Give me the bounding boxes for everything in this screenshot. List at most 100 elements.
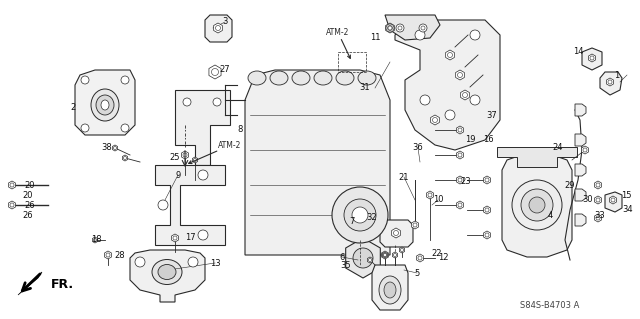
Polygon shape — [18, 272, 42, 295]
Polygon shape — [395, 20, 500, 150]
Ellipse shape — [101, 100, 109, 110]
Circle shape — [485, 208, 489, 212]
Circle shape — [332, 187, 388, 243]
Circle shape — [415, 30, 425, 40]
Text: 21: 21 — [399, 173, 409, 182]
Polygon shape — [595, 196, 602, 204]
Text: 19: 19 — [465, 136, 476, 145]
Circle shape — [383, 254, 387, 256]
Polygon shape — [589, 54, 595, 62]
Text: 6: 6 — [339, 253, 345, 262]
Text: 4: 4 — [547, 211, 552, 219]
Ellipse shape — [270, 71, 288, 85]
Polygon shape — [392, 252, 397, 258]
Circle shape — [470, 30, 480, 40]
Polygon shape — [130, 250, 205, 302]
Polygon shape — [175, 90, 230, 165]
Circle shape — [396, 24, 404, 32]
Circle shape — [386, 24, 394, 32]
Circle shape — [485, 233, 489, 237]
Polygon shape — [380, 220, 413, 247]
Polygon shape — [575, 214, 586, 226]
Text: 20: 20 — [23, 191, 33, 201]
Circle shape — [590, 56, 594, 60]
Polygon shape — [609, 196, 616, 204]
Circle shape — [433, 117, 438, 122]
Circle shape — [463, 93, 467, 98]
Text: 37: 37 — [486, 110, 497, 120]
Ellipse shape — [512, 180, 562, 230]
Circle shape — [124, 157, 127, 160]
Polygon shape — [575, 134, 586, 146]
Text: 10: 10 — [433, 196, 444, 204]
Circle shape — [81, 76, 89, 84]
Ellipse shape — [248, 71, 266, 85]
Text: 7: 7 — [349, 218, 355, 226]
Circle shape — [583, 148, 587, 152]
Circle shape — [596, 183, 600, 187]
Text: 14: 14 — [573, 48, 583, 56]
Polygon shape — [104, 251, 111, 259]
Circle shape — [93, 239, 97, 241]
Circle shape — [608, 80, 612, 84]
Text: 26: 26 — [22, 211, 33, 220]
Circle shape — [10, 203, 14, 207]
Circle shape — [398, 26, 402, 30]
Circle shape — [188, 257, 198, 267]
Polygon shape — [595, 214, 602, 222]
Text: 32: 32 — [367, 213, 378, 222]
Text: 16: 16 — [483, 136, 493, 145]
Circle shape — [458, 153, 462, 157]
Circle shape — [81, 124, 89, 132]
Text: 15: 15 — [621, 190, 631, 199]
Circle shape — [213, 98, 221, 106]
Polygon shape — [182, 151, 188, 159]
Polygon shape — [484, 176, 490, 184]
Text: 1: 1 — [614, 70, 620, 79]
Circle shape — [135, 257, 145, 267]
Text: 38: 38 — [102, 144, 113, 152]
Circle shape — [421, 26, 425, 30]
Polygon shape — [445, 50, 454, 60]
Circle shape — [420, 95, 430, 105]
Polygon shape — [8, 201, 15, 209]
Polygon shape — [214, 23, 222, 33]
Ellipse shape — [379, 276, 401, 304]
Circle shape — [193, 159, 196, 161]
Circle shape — [198, 230, 208, 240]
Polygon shape — [502, 153, 572, 257]
Text: 31: 31 — [360, 84, 371, 93]
Circle shape — [458, 72, 463, 78]
Text: 36: 36 — [413, 144, 424, 152]
Polygon shape — [595, 181, 602, 189]
Circle shape — [216, 26, 221, 31]
Polygon shape — [92, 237, 97, 243]
Polygon shape — [385, 15, 440, 40]
Circle shape — [611, 198, 615, 202]
Polygon shape — [456, 176, 463, 184]
Circle shape — [596, 198, 600, 202]
Polygon shape — [456, 70, 465, 80]
Circle shape — [485, 178, 489, 182]
Circle shape — [470, 95, 480, 105]
Polygon shape — [386, 23, 394, 33]
Text: 20: 20 — [25, 181, 35, 189]
Polygon shape — [582, 48, 602, 70]
Text: 5: 5 — [414, 269, 420, 278]
Text: 25: 25 — [170, 153, 180, 162]
Circle shape — [369, 258, 371, 262]
Polygon shape — [383, 252, 388, 258]
Polygon shape — [372, 265, 408, 310]
Polygon shape — [605, 192, 622, 212]
Text: 22: 22 — [432, 249, 442, 257]
Text: 8: 8 — [237, 125, 243, 135]
Circle shape — [106, 253, 110, 257]
Polygon shape — [381, 251, 388, 259]
Ellipse shape — [384, 282, 396, 298]
Polygon shape — [484, 231, 490, 239]
Circle shape — [10, 183, 14, 187]
Text: S84S-B4703 A: S84S-B4703 A — [520, 300, 580, 309]
Circle shape — [394, 231, 399, 235]
Text: 12: 12 — [438, 254, 448, 263]
Polygon shape — [155, 165, 225, 245]
